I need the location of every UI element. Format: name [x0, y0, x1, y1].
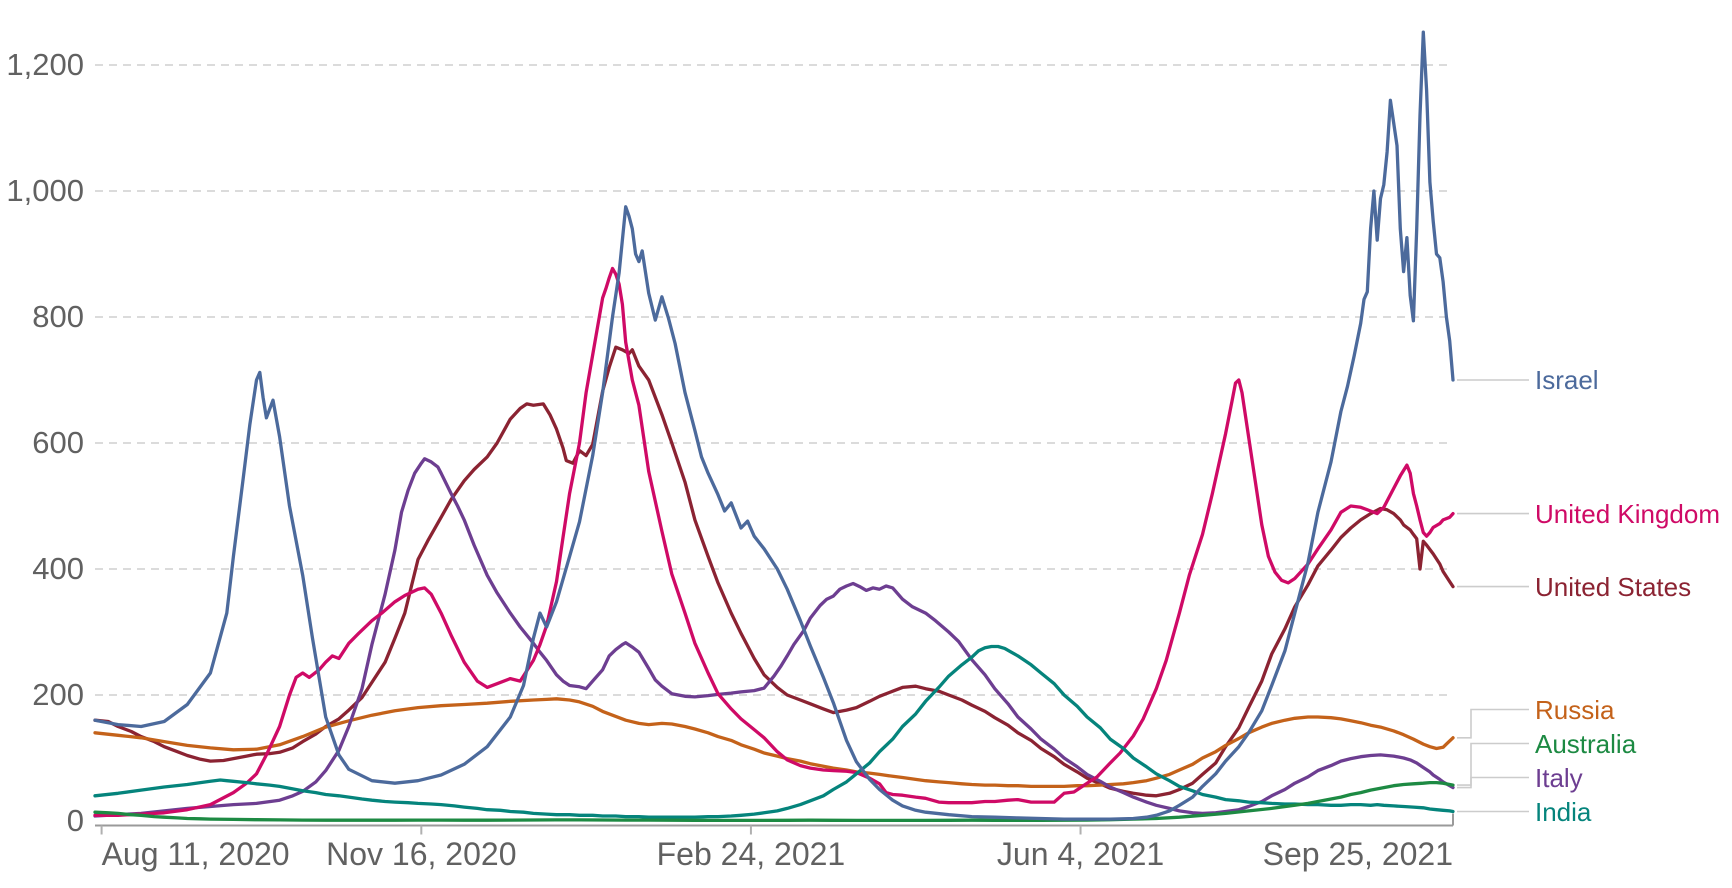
y-tick-label-600: 600 [32, 425, 84, 460]
series-label-australia[interactable]: Australia [1535, 728, 1637, 759]
series-label-united-states[interactable]: United States [1535, 571, 1692, 602]
y-tick-label-1000: 1,000 [6, 173, 84, 208]
x-tick-label-sep-25-2021: Sep 25, 2021 [1262, 836, 1453, 872]
series-label-india[interactable]: India [1535, 796, 1592, 827]
y-tick-label-400: 400 [32, 551, 84, 586]
y-tick-label-0: 0 [66, 803, 84, 838]
series-line-united-kingdom[interactable] [93, 266, 1455, 817]
series-line-russia[interactable] [93, 697, 1455, 789]
series-label-israel[interactable]: Israel [1535, 365, 1599, 395]
y-tick-label-1200: 1,200 [6, 47, 84, 82]
series-line-israel[interactable] [93, 30, 1455, 821]
y-tick-label-800: 800 [32, 299, 84, 334]
label-connector-russia [1457, 708, 1529, 739]
y-tick-label-200: 200 [32, 677, 84, 712]
x-tick-label-aug-11-2020: Aug 11, 2020 [101, 836, 290, 872]
series-label-italy[interactable]: Italy [1535, 762, 1583, 793]
x-tick-label-feb-24-2021: Feb 24, 2021 [656, 836, 846, 872]
x-tick-label-nov-16-2020: Nov 16, 2020 [326, 836, 517, 872]
series-label-united-kingdom[interactable]: United Kingdom [1535, 498, 1720, 529]
series-line-australia[interactable] [93, 780, 1455, 823]
series-label-russia[interactable]: Russia [1535, 694, 1615, 725]
series-line-italy[interactable] [93, 457, 1455, 818]
x-tick-label-jun-4-2021: Jun 4, 2021 [996, 836, 1165, 872]
label-connector-australia [1457, 742, 1529, 786]
label-connector-italy [1457, 776, 1529, 789]
series-line-india[interactable] [93, 644, 1455, 819]
